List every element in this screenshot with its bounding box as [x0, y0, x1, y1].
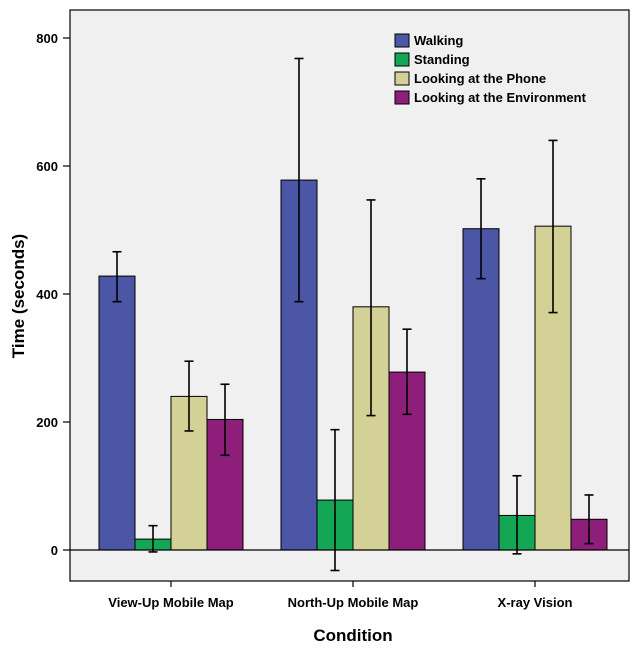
y-tick-label-800: 800 — [36, 31, 58, 46]
legend-swatch-walking — [394, 33, 410, 48]
y-tick-label-0: 0 — [51, 543, 58, 558]
legend-label-looking-at-the-phone: Looking at the Phone — [414, 71, 546, 86]
legend-label-looking-at-the-environment: Looking at the Environment — [414, 90, 587, 105]
legend: Walking Standing Looking at the Phone Looki… — [394, 33, 587, 105]
y-tick-label-400: 400 — [36, 287, 58, 302]
x-axis-title: Condition — [313, 626, 392, 645]
x-tick-label-view-up-mobile-map: View-Up Mobile Map — [108, 595, 233, 610]
bar-walking-view-up-mobile-map — [98, 275, 136, 551]
legend-label-walking: Walking — [414, 33, 463, 48]
y-axis-title: Time (seconds) — [9, 234, 28, 358]
y-axis: 0 200 400 600 800 — [36, 31, 70, 558]
legend-swatch-standing — [394, 52, 410, 67]
error-bars-layer — [112, 57, 594, 572]
x-tick-label-north-up-mobile-map: North-Up Mobile Map — [288, 595, 419, 610]
x-axis: View-Up Mobile Map North-Up Mobile Map X-r… — [108, 581, 573, 610]
y-tick-label-600: 600 — [36, 159, 58, 174]
legend-label-standing: Standing — [414, 52, 470, 67]
bar-walking-x-ray-vision — [462, 228, 500, 551]
y-tick-label-200: 200 — [36, 415, 58, 430]
legend-swatch-looking-at-the-phone — [394, 71, 410, 86]
x-tick-label-x-ray-vision: X-ray Vision — [498, 595, 573, 610]
legend-swatch-looking-at-the-environment — [394, 90, 410, 105]
